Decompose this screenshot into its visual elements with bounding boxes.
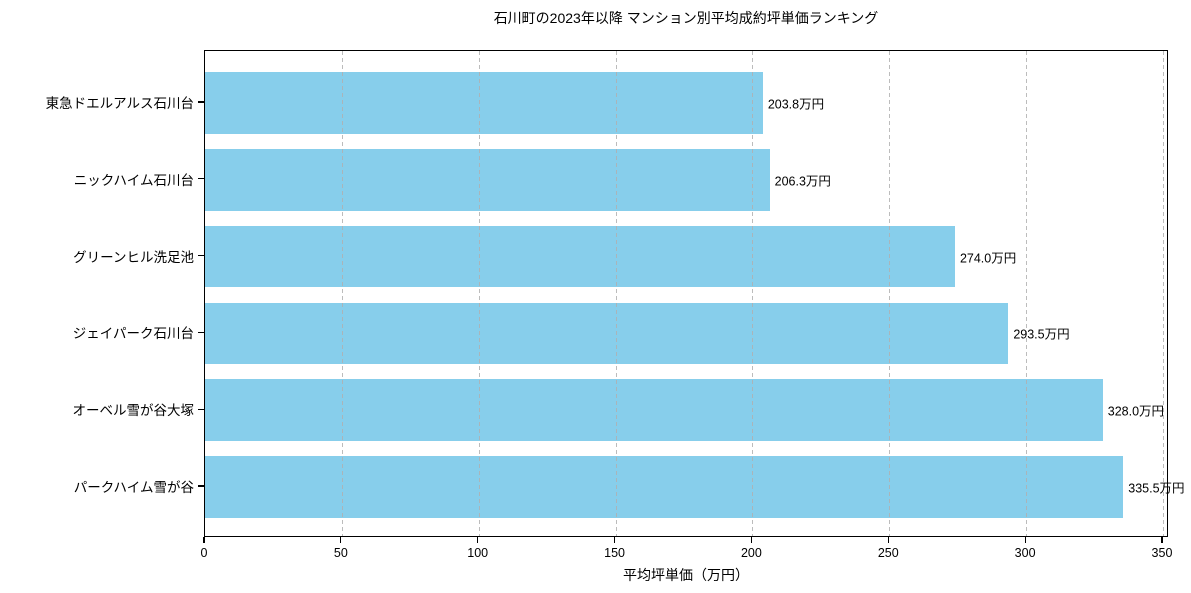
y-tick-label: 東急ドエルアルス石川台 xyxy=(45,96,194,111)
x-tick-label: 100 xyxy=(467,546,489,560)
plot-area: 203.8万円 206.3万円 274.0万円 293.5万円 328.0万円 335.5… xyxy=(204,50,1185,537)
y-tick-mark xyxy=(198,408,204,410)
x-tick-mark xyxy=(1161,537,1163,543)
bar xyxy=(205,149,770,211)
bar-value-label: 335.5万円 xyxy=(1128,481,1185,496)
y-tick-label: パークハイム雪が谷 xyxy=(73,480,194,495)
x-tick-mark xyxy=(340,537,342,543)
gridline xyxy=(889,51,891,536)
x-tick-mark xyxy=(477,537,479,543)
y-tick-mark xyxy=(198,178,204,180)
x-tick-mark xyxy=(203,537,205,543)
bar-value-label: 274.0万円 xyxy=(959,251,1017,266)
bar xyxy=(205,225,955,288)
y-tick-label: グリーンヒル洗足池 xyxy=(73,249,194,265)
y-tick-mark xyxy=(198,101,204,103)
gridline xyxy=(478,51,480,536)
bar-value-label: 328.0万円 xyxy=(1107,404,1165,419)
bar-value-label: 293.5万円 xyxy=(1013,327,1070,342)
bar-value-label: 203.8万円 xyxy=(767,97,825,112)
bar xyxy=(205,379,1103,441)
y-tick-mark xyxy=(198,485,204,487)
x-tick-label: 300 xyxy=(1014,546,1036,560)
x-tick-label: 250 xyxy=(877,546,899,560)
y-tick-mark xyxy=(198,331,204,333)
gridline xyxy=(1162,51,1164,536)
x-tick-mark xyxy=(613,537,616,543)
gridline xyxy=(752,51,754,536)
y-tick-label: オーベル雪が谷大塚 xyxy=(72,403,195,419)
y-tick-label: ニックハイム石川台 xyxy=(73,172,194,188)
y-tick-mark xyxy=(198,255,204,257)
x-tick-mark xyxy=(1024,537,1026,543)
bar xyxy=(205,72,763,134)
x-axis-title: 平均坪単価（万円） xyxy=(623,567,749,583)
x-tick-label: 350 xyxy=(1151,546,1173,560)
gridline xyxy=(615,51,617,536)
x-tick-label: 0 xyxy=(200,546,208,560)
gridline xyxy=(1026,51,1028,536)
gridline xyxy=(341,51,343,536)
bar xyxy=(205,302,1009,365)
bar xyxy=(205,456,1124,518)
chart-title: 石川町の2023年以降 マンション別平均成約坪単価ランキング xyxy=(493,10,879,26)
x-tick-mark xyxy=(887,537,889,543)
bar-value-label: 206.3万円 xyxy=(774,174,831,189)
x-tick-label: 200 xyxy=(740,546,762,560)
x-tick-mark xyxy=(750,537,752,543)
x-tick-label: 150 xyxy=(604,546,625,560)
x-tick-label: 50 xyxy=(333,546,348,560)
y-tick-label: ジェイパーク石川台 xyxy=(72,326,194,342)
